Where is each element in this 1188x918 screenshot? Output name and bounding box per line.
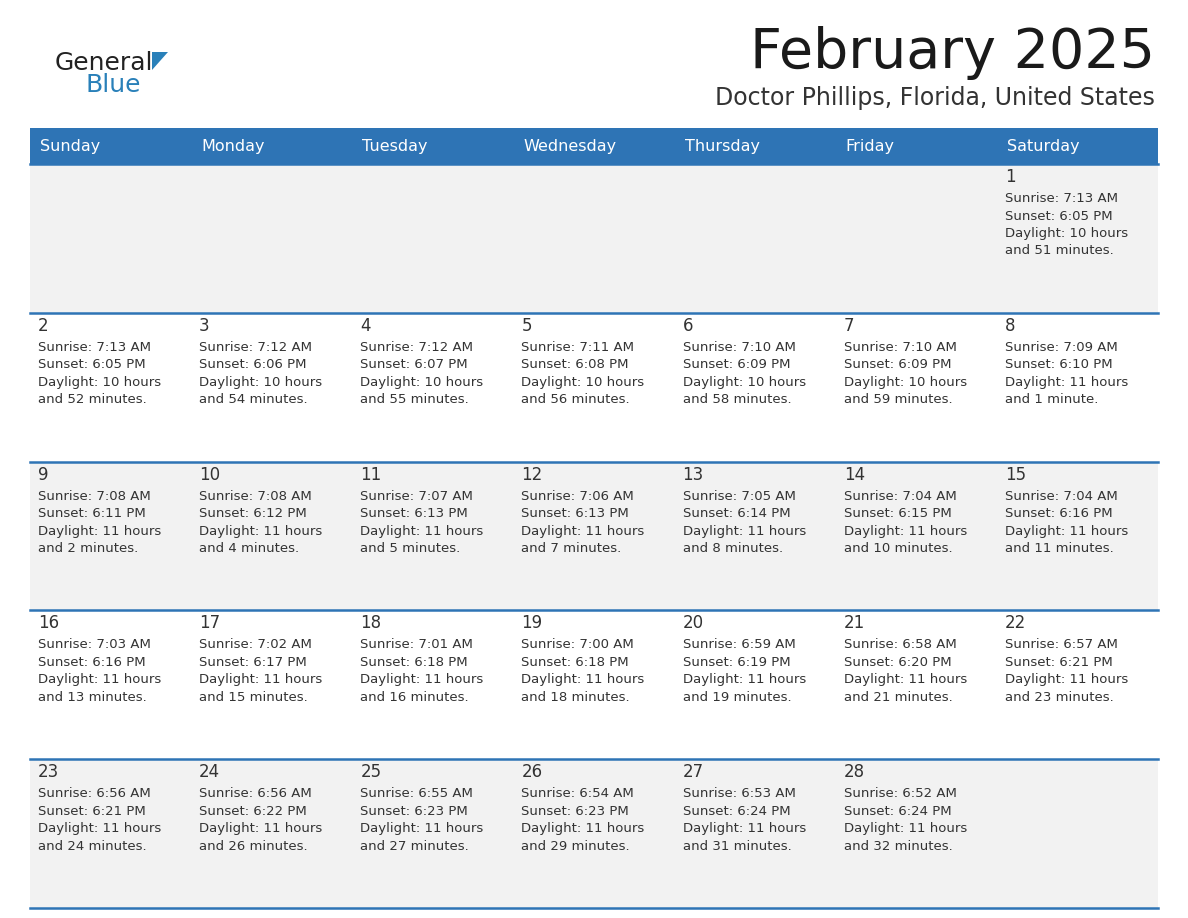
Text: 23: 23	[38, 763, 59, 781]
Text: 28: 28	[843, 763, 865, 781]
Text: Sunrise: 7:01 AM
Sunset: 6:18 PM
Daylight: 11 hours
and 16 minutes.: Sunrise: 7:01 AM Sunset: 6:18 PM Dayligh…	[360, 638, 484, 704]
Text: 3: 3	[200, 317, 210, 335]
Text: 5: 5	[522, 317, 532, 335]
Text: February 2025: February 2025	[750, 26, 1155, 80]
Text: Saturday: Saturday	[1007, 139, 1080, 153]
Text: Sunrise: 6:58 AM
Sunset: 6:20 PM
Daylight: 11 hours
and 21 minutes.: Sunrise: 6:58 AM Sunset: 6:20 PM Dayligh…	[843, 638, 967, 704]
Bar	[30, 462, 1158, 610]
Text: 4: 4	[360, 317, 371, 335]
Bar	[675, 128, 835, 164]
Text: Sunrise: 7:00 AM
Sunset: 6:18 PM
Daylight: 11 hours
and 18 minutes.: Sunrise: 7:00 AM Sunset: 6:18 PM Dayligh…	[522, 638, 645, 704]
Text: 9: 9	[38, 465, 49, 484]
Text: 10: 10	[200, 465, 220, 484]
Text: Sunrise: 6:53 AM
Sunset: 6:24 PM
Daylight: 11 hours
and 31 minutes.: Sunrise: 6:53 AM Sunset: 6:24 PM Dayligh…	[683, 788, 805, 853]
Text: 27: 27	[683, 763, 703, 781]
Text: Sunrise: 7:03 AM
Sunset: 6:16 PM
Daylight: 11 hours
and 13 minutes.: Sunrise: 7:03 AM Sunset: 6:16 PM Dayligh…	[38, 638, 162, 704]
Bar	[30, 164, 1158, 313]
Text: Sunrise: 7:12 AM
Sunset: 6:07 PM
Daylight: 10 hours
and 55 minutes.: Sunrise: 7:12 AM Sunset: 6:07 PM Dayligh…	[360, 341, 484, 407]
Text: Sunrise: 7:04 AM
Sunset: 6:15 PM
Daylight: 11 hours
and 10 minutes.: Sunrise: 7:04 AM Sunset: 6:15 PM Dayligh…	[843, 489, 967, 555]
Text: Sunrise: 6:56 AM
Sunset: 6:21 PM
Daylight: 11 hours
and 24 minutes.: Sunrise: 6:56 AM Sunset: 6:21 PM Dayligh…	[38, 788, 162, 853]
Text: 19: 19	[522, 614, 543, 633]
Text: 14: 14	[843, 465, 865, 484]
Text: 13: 13	[683, 465, 703, 484]
Text: 1: 1	[1005, 168, 1016, 186]
Text: 16: 16	[38, 614, 59, 633]
Text: 25: 25	[360, 763, 381, 781]
Text: Sunrise: 6:52 AM
Sunset: 6:24 PM
Daylight: 11 hours
and 32 minutes.: Sunrise: 6:52 AM Sunset: 6:24 PM Dayligh…	[843, 788, 967, 853]
Text: Sunrise: 7:02 AM
Sunset: 6:17 PM
Daylight: 11 hours
and 15 minutes.: Sunrise: 7:02 AM Sunset: 6:17 PM Dayligh…	[200, 638, 322, 704]
Text: Sunday: Sunday	[40, 139, 100, 153]
Text: Friday: Friday	[846, 139, 895, 153]
Text: Sunrise: 6:55 AM
Sunset: 6:23 PM
Daylight: 11 hours
and 27 minutes.: Sunrise: 6:55 AM Sunset: 6:23 PM Dayligh…	[360, 788, 484, 853]
Text: Sunrise: 7:09 AM
Sunset: 6:10 PM
Daylight: 11 hours
and 1 minute.: Sunrise: 7:09 AM Sunset: 6:10 PM Dayligh…	[1005, 341, 1129, 407]
Text: Sunrise: 6:57 AM
Sunset: 6:21 PM
Daylight: 11 hours
and 23 minutes.: Sunrise: 6:57 AM Sunset: 6:21 PM Dayligh…	[1005, 638, 1129, 704]
Text: 17: 17	[200, 614, 220, 633]
Text: Sunrise: 7:10 AM
Sunset: 6:09 PM
Daylight: 10 hours
and 58 minutes.: Sunrise: 7:10 AM Sunset: 6:09 PM Dayligh…	[683, 341, 805, 407]
Text: 11: 11	[360, 465, 381, 484]
Text: Sunrise: 7:06 AM
Sunset: 6:13 PM
Daylight: 11 hours
and 7 minutes.: Sunrise: 7:06 AM Sunset: 6:13 PM Dayligh…	[522, 489, 645, 555]
Text: Doctor Phillips, Florida, United States: Doctor Phillips, Florida, United States	[715, 86, 1155, 110]
Text: Sunrise: 6:56 AM
Sunset: 6:22 PM
Daylight: 11 hours
and 26 minutes.: Sunrise: 6:56 AM Sunset: 6:22 PM Dayligh…	[200, 788, 322, 853]
Bar	[30, 128, 191, 164]
Text: 18: 18	[360, 614, 381, 633]
Bar	[30, 610, 1158, 759]
Text: 7: 7	[843, 317, 854, 335]
Bar	[191, 128, 353, 164]
Text: 20: 20	[683, 614, 703, 633]
Text: Blue: Blue	[86, 73, 140, 97]
Polygon shape	[152, 52, 168, 70]
Text: Wednesday: Wednesday	[524, 139, 617, 153]
Bar	[513, 128, 675, 164]
Text: 12: 12	[522, 465, 543, 484]
Bar	[997, 128, 1158, 164]
Bar	[353, 128, 513, 164]
Text: 22: 22	[1005, 614, 1026, 633]
Text: Monday: Monday	[201, 139, 265, 153]
Text: Sunrise: 7:04 AM
Sunset: 6:16 PM
Daylight: 11 hours
and 11 minutes.: Sunrise: 7:04 AM Sunset: 6:16 PM Dayligh…	[1005, 489, 1129, 555]
Text: Thursday: Thursday	[684, 139, 759, 153]
Text: 8: 8	[1005, 317, 1016, 335]
Text: Sunrise: 7:12 AM
Sunset: 6:06 PM
Daylight: 10 hours
and 54 minutes.: Sunrise: 7:12 AM Sunset: 6:06 PM Dayligh…	[200, 341, 322, 407]
Bar	[30, 759, 1158, 908]
Text: General: General	[55, 51, 153, 75]
Text: Sunrise: 7:05 AM
Sunset: 6:14 PM
Daylight: 11 hours
and 8 minutes.: Sunrise: 7:05 AM Sunset: 6:14 PM Dayligh…	[683, 489, 805, 555]
Text: Tuesday: Tuesday	[362, 139, 428, 153]
Text: Sunrise: 6:59 AM
Sunset: 6:19 PM
Daylight: 11 hours
and 19 minutes.: Sunrise: 6:59 AM Sunset: 6:19 PM Dayligh…	[683, 638, 805, 704]
Text: Sunrise: 7:07 AM
Sunset: 6:13 PM
Daylight: 11 hours
and 5 minutes.: Sunrise: 7:07 AM Sunset: 6:13 PM Dayligh…	[360, 489, 484, 555]
Text: Sunrise: 6:54 AM
Sunset: 6:23 PM
Daylight: 11 hours
and 29 minutes.: Sunrise: 6:54 AM Sunset: 6:23 PM Dayligh…	[522, 788, 645, 853]
Text: Sunrise: 7:08 AM
Sunset: 6:11 PM
Daylight: 11 hours
and 2 minutes.: Sunrise: 7:08 AM Sunset: 6:11 PM Dayligh…	[38, 489, 162, 555]
Text: 26: 26	[522, 763, 543, 781]
Bar	[30, 313, 1158, 462]
Text: Sunrise: 7:13 AM
Sunset: 6:05 PM
Daylight: 10 hours
and 52 minutes.: Sunrise: 7:13 AM Sunset: 6:05 PM Dayligh…	[38, 341, 162, 407]
Text: Sunrise: 7:10 AM
Sunset: 6:09 PM
Daylight: 10 hours
and 59 minutes.: Sunrise: 7:10 AM Sunset: 6:09 PM Dayligh…	[843, 341, 967, 407]
Text: Sunrise: 7:08 AM
Sunset: 6:12 PM
Daylight: 11 hours
and 4 minutes.: Sunrise: 7:08 AM Sunset: 6:12 PM Dayligh…	[200, 489, 322, 555]
Text: Sunrise: 7:13 AM
Sunset: 6:05 PM
Daylight: 10 hours
and 51 minutes.: Sunrise: 7:13 AM Sunset: 6:05 PM Dayligh…	[1005, 192, 1127, 258]
Text: 15: 15	[1005, 465, 1026, 484]
Text: 21: 21	[843, 614, 865, 633]
Text: 2: 2	[38, 317, 49, 335]
Text: 24: 24	[200, 763, 220, 781]
Text: 6: 6	[683, 317, 693, 335]
Bar	[835, 128, 997, 164]
Text: Sunrise: 7:11 AM
Sunset: 6:08 PM
Daylight: 10 hours
and 56 minutes.: Sunrise: 7:11 AM Sunset: 6:08 PM Dayligh…	[522, 341, 645, 407]
